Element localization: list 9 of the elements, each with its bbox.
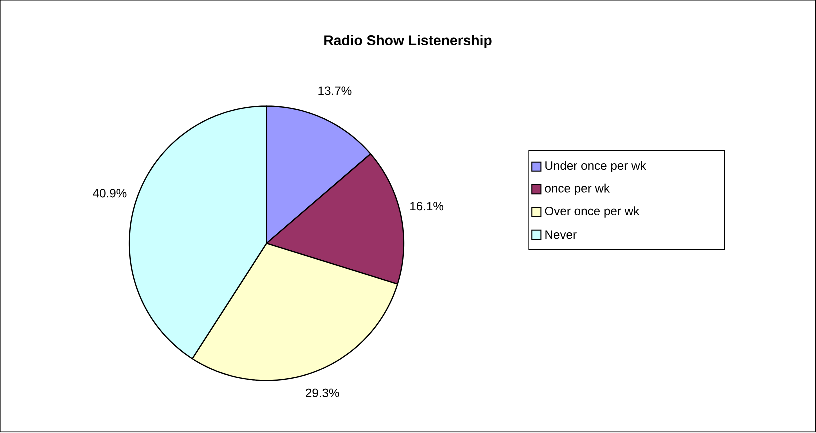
legend-label: Under once per wk (546, 161, 646, 173)
data-label: 13.7% (318, 86, 352, 96)
legend-label: once per wk (545, 184, 610, 196)
data-label: 16.1% (410, 202, 444, 211)
data-label: 29.3% (306, 389, 340, 398)
chart-title: Radio Show Listenership (324, 35, 492, 49)
data-label: 40.9% (93, 189, 127, 198)
legend-label: Never (546, 230, 577, 240)
legend-label: Over once per wk (545, 206, 640, 218)
